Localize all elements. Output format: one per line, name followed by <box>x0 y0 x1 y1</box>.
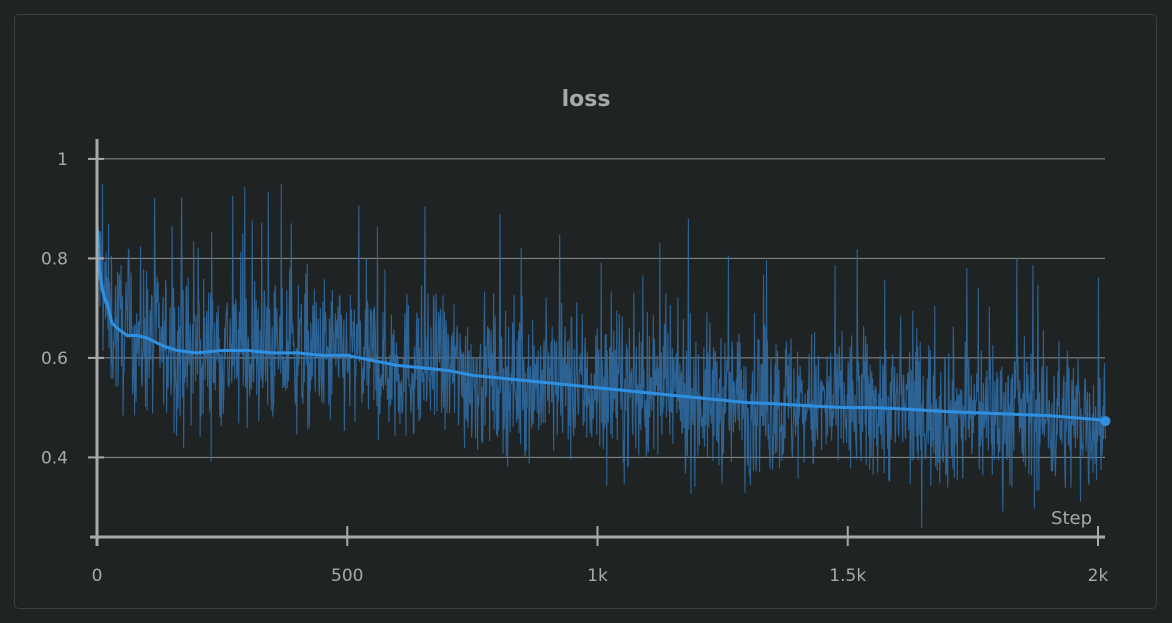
y-tick-label-0: 1 <box>57 150 68 170</box>
x-axis-label: Step <box>1051 508 1092 529</box>
y-tick-label-3: 0.4 <box>41 448 68 468</box>
y-tick-label-2: 0.6 <box>41 349 68 369</box>
y-axis-ticks: 1 0.8 0.6 0.4 <box>41 150 104 468</box>
chart-title: loss <box>562 87 611 112</box>
smoothed-series-end-point <box>1100 416 1111 427</box>
x-tick-label-3: 1.5k <box>829 566 866 586</box>
x-tick-label-4: 2k <box>1088 566 1109 586</box>
smoothed-series-line <box>95 223 1106 423</box>
raw-series-line <box>96 183 1107 529</box>
x-tick-label-0: 0 <box>92 566 103 586</box>
x-tick-label-1: 500 <box>331 566 363 586</box>
y-tick-label-1: 0.8 <box>41 249 68 269</box>
x-axis-ticks: 0 500 1k 1.5k 2k <box>92 526 1109 586</box>
smoothed-loss-series <box>95 223 1111 427</box>
raw-loss-series <box>96 183 1107 529</box>
x-tick-label-2: 1k <box>587 566 608 586</box>
